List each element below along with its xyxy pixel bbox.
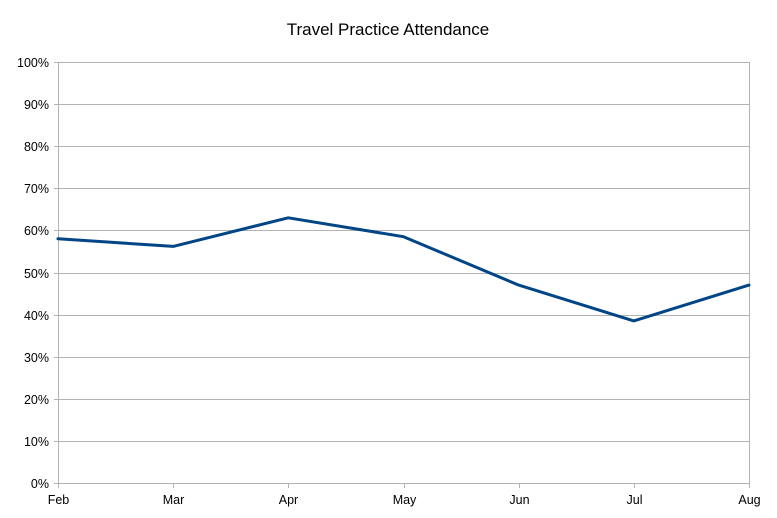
axes <box>58 62 750 488</box>
y-tick-label: 30% <box>24 351 49 365</box>
y-tick-label: 70% <box>24 182 49 196</box>
y-tick-label: 20% <box>24 393 49 407</box>
y-tick-label: 100% <box>17 56 49 70</box>
y-tick-label: 40% <box>24 309 49 323</box>
x-tick-label: Feb <box>48 493 70 507</box>
y-tick-label: 0% <box>31 477 49 491</box>
x-tick-label: Mar <box>163 493 185 507</box>
x-tick-label: May <box>393 493 417 507</box>
series-line <box>56 216 751 323</box>
x-tick-label: Jun <box>509 493 529 507</box>
y-tick-label: 50% <box>24 267 49 281</box>
x-axis-tick-labels: Feb Mar Apr May Jun Jul Aug <box>48 493 761 507</box>
series-layer <box>56 216 751 323</box>
gridlines <box>54 62 749 484</box>
y-tick-label: 90% <box>24 98 49 112</box>
y-tick-label: 80% <box>24 140 49 154</box>
x-tick-label: Apr <box>279 493 298 507</box>
x-tick-label: Jul <box>627 493 643 507</box>
chart-title: Travel Practice Attendance <box>287 20 490 39</box>
x-tick-label: Aug <box>738 493 760 507</box>
y-tick-label: 10% <box>24 435 49 449</box>
y-tick-label: 60% <box>24 224 49 238</box>
y-axis-tick-labels: 0% 10% 20% 30% 40% 50% 60% 70% 80% 90% 100% <box>17 56 49 491</box>
